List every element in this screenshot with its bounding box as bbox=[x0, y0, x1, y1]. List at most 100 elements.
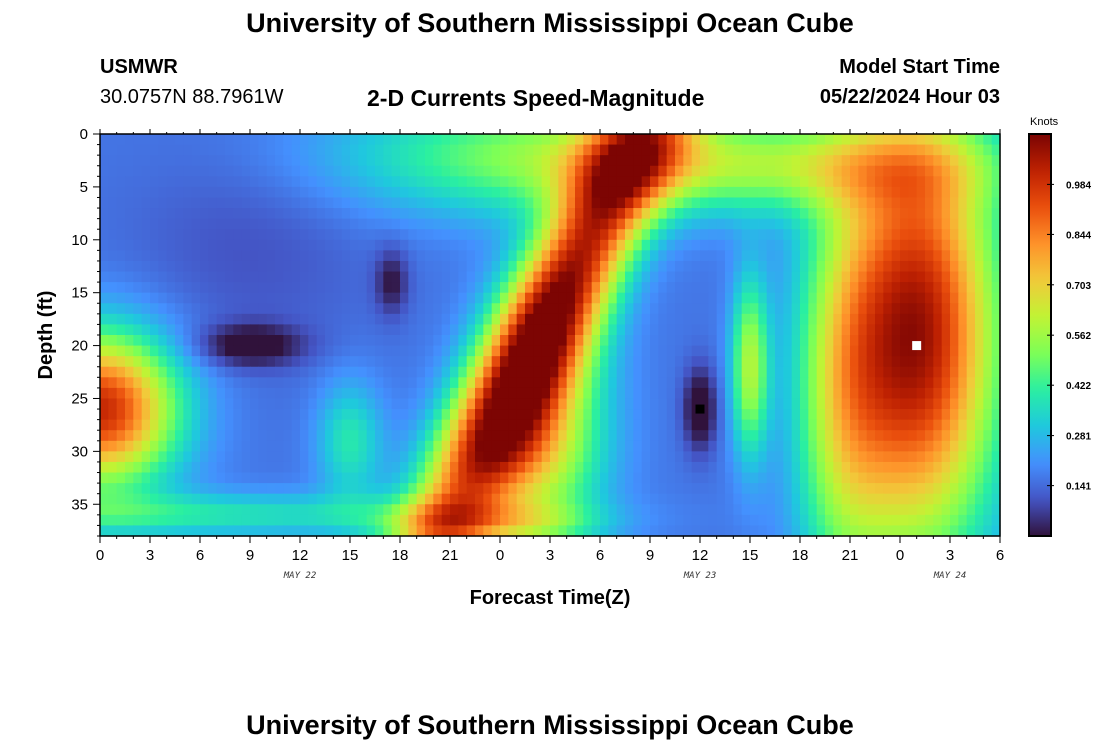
heatmap-cell bbox=[158, 303, 168, 315]
heatmap-cell bbox=[266, 271, 276, 283]
heatmap-cell bbox=[475, 335, 484, 347]
heatmap-cell bbox=[600, 197, 609, 209]
heatmap-cell bbox=[175, 366, 184, 378]
x-tick-label: 0 bbox=[496, 547, 504, 564]
heatmap-cell bbox=[341, 186, 351, 199]
heatmap-cell bbox=[750, 144, 759, 156]
colorbar-tick-label: 0.422 bbox=[1066, 381, 1091, 392]
heatmap-cell bbox=[408, 282, 418, 294]
heatmap-cell bbox=[158, 282, 168, 294]
heatmap-cell bbox=[566, 282, 576, 294]
heatmap-cell bbox=[258, 186, 268, 199]
heatmap-cell bbox=[200, 165, 209, 177]
heatmap-cell bbox=[391, 483, 401, 495]
heatmap-cell bbox=[991, 250, 1001, 262]
heatmap-cell bbox=[966, 313, 976, 326]
heatmap-cell bbox=[691, 229, 701, 241]
heatmap-cell bbox=[283, 504, 293, 516]
heatmap-cell bbox=[750, 155, 759, 167]
heatmap-cell bbox=[291, 313, 301, 326]
heatmap-cell bbox=[675, 155, 684, 167]
heatmap-cell bbox=[825, 155, 834, 167]
heatmap-cell bbox=[708, 292, 718, 304]
heatmap-cell bbox=[383, 229, 393, 241]
heatmap-cell bbox=[600, 303, 609, 315]
heatmap-cell bbox=[625, 165, 634, 177]
heatmap-cell bbox=[191, 398, 201, 410]
heatmap-cell bbox=[433, 155, 443, 167]
heatmap-cell bbox=[858, 483, 868, 495]
heatmap-cell bbox=[816, 144, 826, 156]
heatmap-cell bbox=[200, 356, 209, 368]
heatmap-cell bbox=[725, 239, 734, 251]
heatmap-cell bbox=[183, 514, 193, 527]
heatmap-cell bbox=[516, 144, 526, 156]
heatmap-cell bbox=[741, 271, 751, 283]
heatmap-cell bbox=[158, 186, 168, 199]
heatmap-cell bbox=[116, 271, 126, 283]
heatmap-cell bbox=[291, 398, 301, 410]
heatmap-cell bbox=[333, 472, 343, 484]
heatmap-cell bbox=[483, 144, 493, 156]
heatmap-cell bbox=[250, 483, 259, 495]
heatmap-cell bbox=[766, 335, 776, 347]
heatmap-cell bbox=[283, 493, 293, 505]
heatmap-cell bbox=[916, 504, 926, 516]
heatmap-cell bbox=[891, 165, 901, 177]
heatmap-cell bbox=[641, 366, 651, 378]
heatmap-cell bbox=[808, 472, 818, 484]
heatmap-cell bbox=[983, 176, 993, 188]
heatmap-cell bbox=[608, 218, 618, 230]
heatmap-cell bbox=[741, 282, 751, 294]
heatmap-cell bbox=[858, 440, 868, 452]
heatmap-cell bbox=[108, 398, 118, 410]
heatmap-cell bbox=[358, 292, 368, 304]
heatmap-cell bbox=[891, 398, 901, 410]
heatmap-cell bbox=[708, 239, 718, 251]
heatmap-cell bbox=[991, 229, 1001, 241]
heatmap-cell bbox=[408, 366, 418, 378]
heatmap-cell bbox=[250, 493, 259, 505]
heatmap-cell bbox=[800, 239, 809, 251]
heatmap-cell bbox=[675, 398, 684, 410]
heatmap-cell bbox=[608, 409, 618, 421]
heatmap-cell bbox=[408, 483, 418, 495]
heatmap-cell bbox=[725, 260, 734, 273]
heatmap-cell bbox=[558, 260, 568, 273]
heatmap-cell bbox=[333, 356, 343, 368]
heatmap-cell bbox=[858, 345, 868, 357]
y-tick-label: 10 bbox=[71, 232, 88, 249]
heatmap-cell bbox=[191, 197, 201, 209]
heatmap-cell bbox=[216, 324, 226, 336]
heatmap-cell bbox=[308, 229, 318, 241]
heatmap-cell bbox=[683, 303, 693, 315]
heatmap-cell bbox=[408, 461, 418, 474]
heatmap-cell bbox=[100, 504, 109, 516]
heatmap-cell bbox=[216, 345, 226, 357]
heatmap-cell bbox=[858, 493, 868, 505]
heatmap-cell bbox=[233, 514, 243, 527]
colorbar-tick-label: 0.281 bbox=[1066, 432, 1091, 443]
heatmap-cell bbox=[408, 335, 418, 347]
heatmap-cell bbox=[908, 250, 918, 262]
heatmap-cell bbox=[150, 366, 159, 378]
heatmap-cell bbox=[125, 461, 134, 474]
heatmap-cell bbox=[108, 387, 118, 400]
heatmap-cell bbox=[550, 493, 559, 505]
heatmap-cell bbox=[458, 218, 468, 230]
heatmap-cell bbox=[508, 271, 518, 283]
heatmap-cell bbox=[633, 472, 643, 484]
heatmap-cell bbox=[583, 335, 593, 347]
heatmap-cell bbox=[541, 377, 551, 389]
heatmap-cell bbox=[291, 155, 301, 167]
heatmap-cell bbox=[775, 324, 784, 336]
heatmap-cell bbox=[266, 229, 276, 241]
heatmap-cell bbox=[866, 345, 876, 357]
heatmap-cell bbox=[916, 271, 926, 283]
heatmap-cell bbox=[758, 514, 768, 527]
heatmap-cell bbox=[833, 134, 843, 146]
heatmap-cell bbox=[666, 303, 676, 315]
heatmap-cell bbox=[225, 229, 234, 241]
heatmap-cell bbox=[250, 409, 259, 421]
heatmap-cell bbox=[766, 218, 776, 230]
